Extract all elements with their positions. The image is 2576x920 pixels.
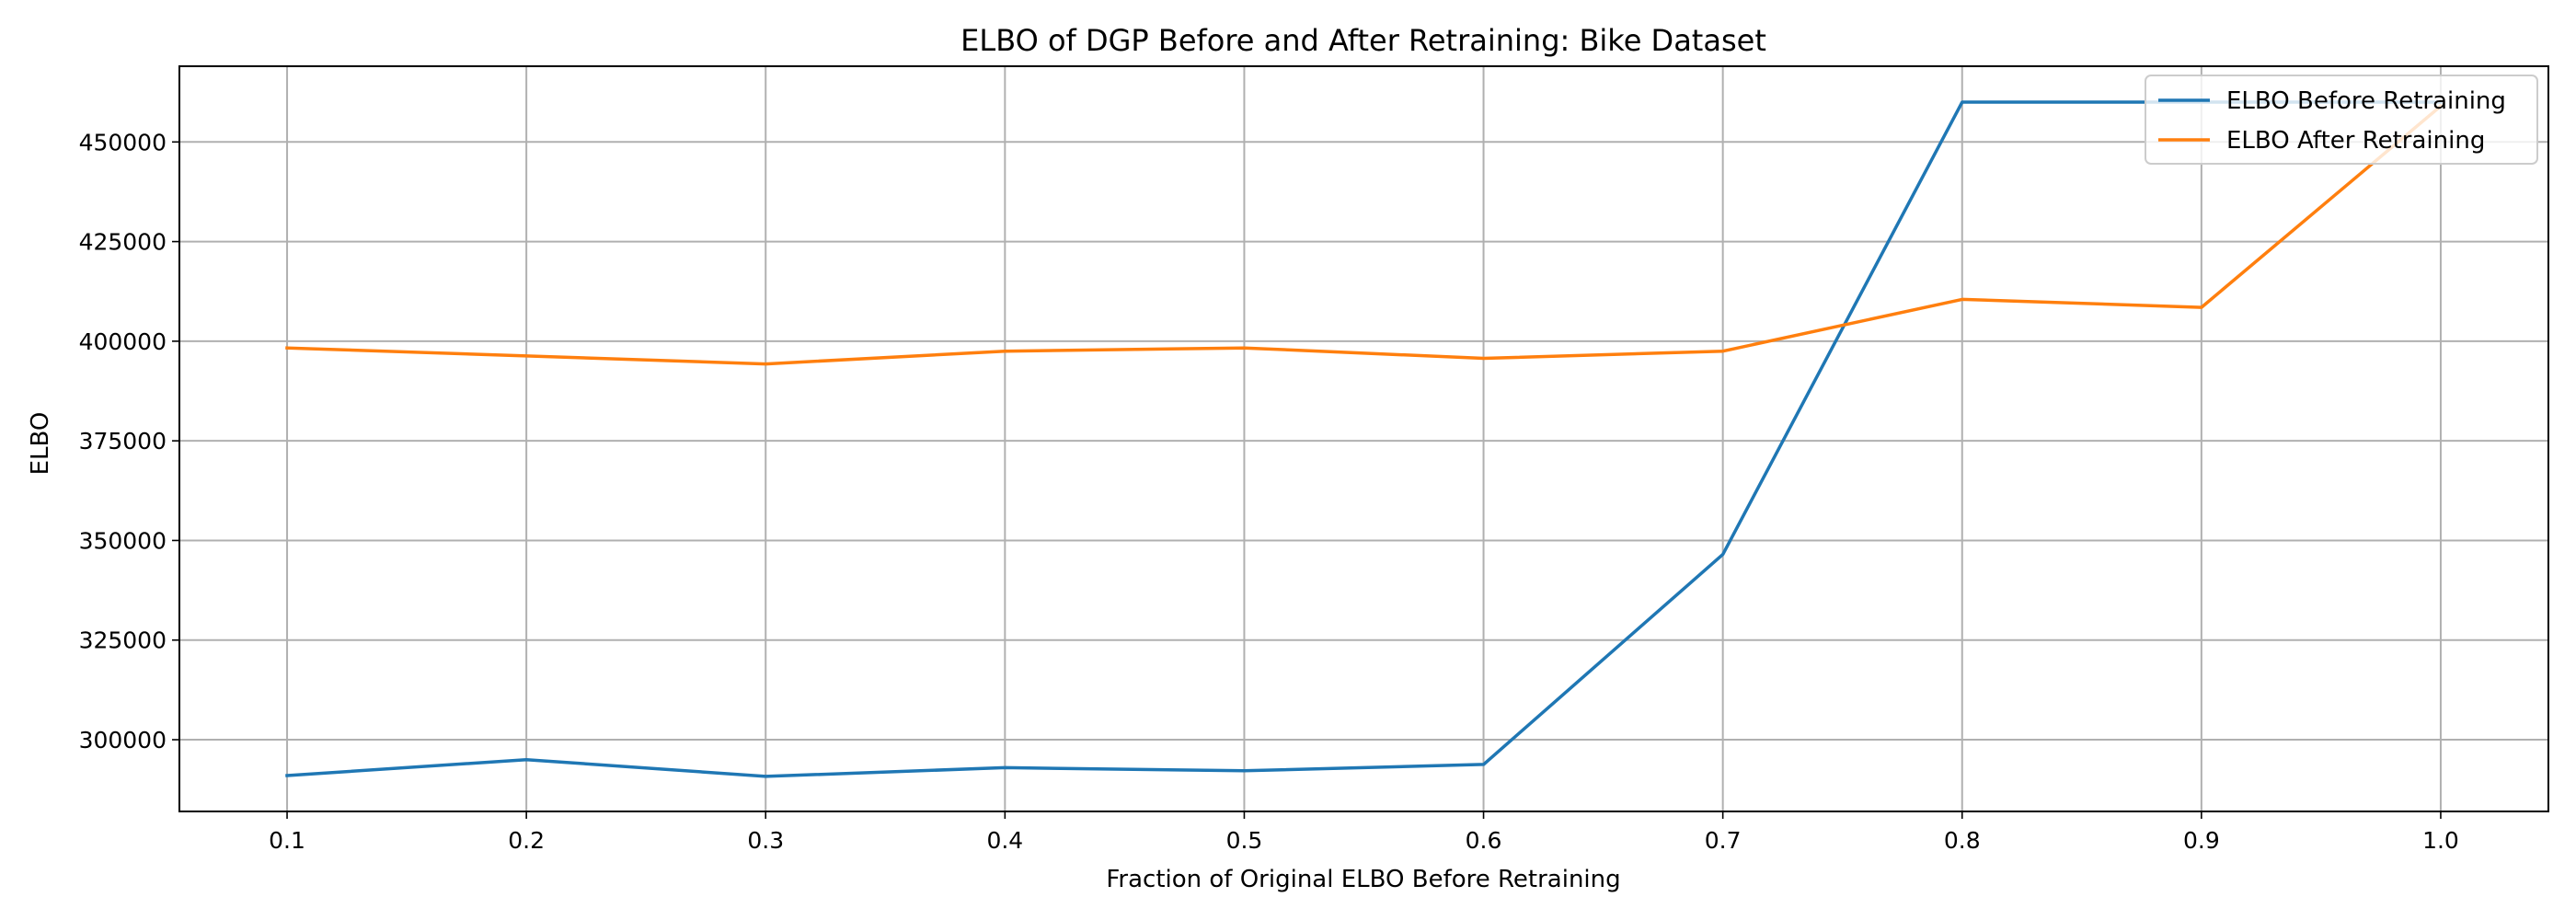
x-tick-label: 0.7 bbox=[1705, 827, 1742, 854]
x-tick-label: 0.3 bbox=[747, 827, 784, 854]
y-tick-label: 325000 bbox=[79, 627, 167, 654]
x-tick-label: 0.4 bbox=[986, 827, 1023, 854]
plot-frame bbox=[178, 65, 2549, 812]
y-tick-label: 300000 bbox=[79, 727, 167, 753]
x-tick-label: 0.9 bbox=[2183, 827, 2220, 854]
series-line-after bbox=[285, 103, 2444, 366]
series-lines bbox=[285, 100, 2444, 778]
y-axis-label: ELBO bbox=[27, 412, 54, 476]
legend-box bbox=[2145, 75, 2538, 165]
x-tick-label: 0.5 bbox=[1226, 827, 1263, 854]
y-tick-label: 400000 bbox=[79, 328, 167, 355]
legend-label-before: ELBO Before Retraining bbox=[2226, 87, 2506, 115]
x-tick-label: 0.2 bbox=[508, 827, 545, 854]
x-tick-label: 0.8 bbox=[1944, 827, 1981, 854]
x-tick-label: 0.1 bbox=[269, 827, 305, 854]
x-tick-label: 0.6 bbox=[1466, 827, 1502, 854]
axis-ticks: 0.1 0.2 0.3 0.4 0.5 0.6 0.7 0.8 0.9 1.0 300000 3250… bbox=[79, 129, 2459, 854]
y-tick-label: 425000 bbox=[79, 229, 167, 256]
grid bbox=[179, 66, 2548, 811]
chart-title: ELBO of DGP Before and After Retraining:… bbox=[960, 23, 1766, 58]
x-axis-label: Fraction of Original ELBO Before Retrain… bbox=[1106, 866, 1620, 893]
series-line-before bbox=[285, 100, 2443, 778]
legend-label-after: ELBO After Retraining bbox=[2226, 127, 2485, 155]
legend: ELBO Before Retraining ELBO After Retrai… bbox=[2145, 75, 2538, 165]
y-tick-label: 375000 bbox=[79, 428, 167, 454]
x-tick-label: 1.0 bbox=[2422, 827, 2459, 854]
y-tick-label: 450000 bbox=[79, 129, 167, 155]
y-tick-label: 350000 bbox=[79, 527, 167, 554]
